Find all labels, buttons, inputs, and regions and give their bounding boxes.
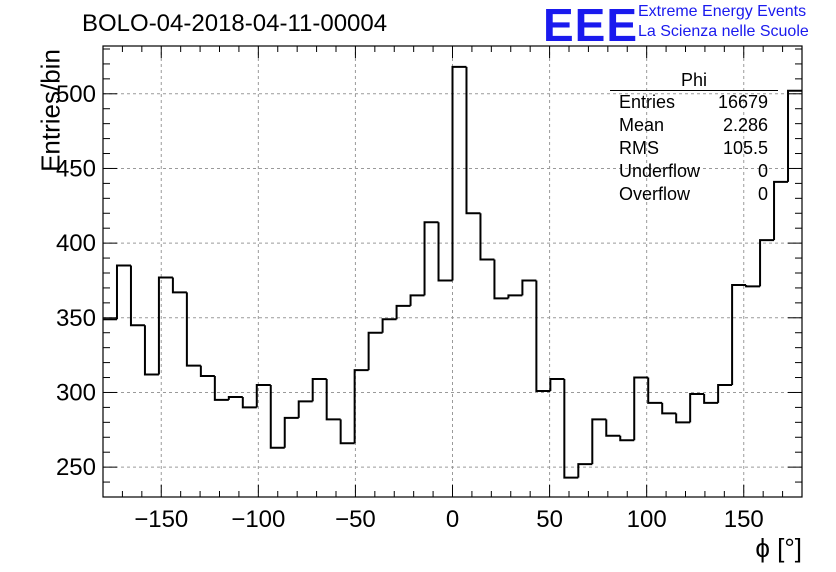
histogram-bin: [647, 377, 663, 404]
stats-row-mean: Mean 2.286: [610, 114, 778, 137]
histogram-bin: [759, 239, 775, 287]
histogram-bin: [185, 292, 201, 367]
histogram-bin: [143, 325, 159, 376]
stats-row-overflow: Overflow 0: [610, 183, 778, 206]
y-tick-label: 350: [56, 305, 96, 332]
histogram-bin: [157, 276, 173, 375]
stats-value: 0: [757, 184, 768, 204]
histogram-bin: [535, 280, 551, 392]
histogram-bin: [353, 369, 369, 444]
histogram-bin: [773, 180, 789, 241]
histogram-bin: [703, 393, 719, 404]
histogram-bin: [717, 383, 733, 403]
y-tick-label: 400: [56, 230, 96, 257]
histogram-bin: [213, 376, 229, 401]
x-tick-label: 150: [724, 506, 764, 533]
eee-logo-mark: EEE: [543, 0, 639, 51]
histogram-bin: [339, 419, 355, 445]
histogram-bin: [325, 379, 341, 421]
stats-value: 105.5: [722, 138, 768, 158]
stats-label: RMS: [619, 138, 659, 158]
histogram-bin: [745, 284, 761, 288]
histogram-bin: [423, 221, 439, 296]
histogram-bin: [605, 419, 621, 437]
x-tick-label: −50: [335, 506, 376, 533]
histogram-bin: [465, 66, 481, 215]
histogram-bin: [437, 222, 453, 282]
histogram-bin: [563, 379, 579, 479]
stats-box: Phi Entries 16679 Mean 2.286 RMS 105.5 U…: [610, 70, 778, 206]
histogram-bin: [577, 463, 593, 478]
histogram-bin: [227, 395, 243, 400]
histogram-bin: [507, 294, 523, 299]
histogram-bin: [787, 89, 802, 182]
histogram-bin: [241, 396, 257, 409]
chart-title: BOLO-04-2018-04-11-00004: [82, 10, 388, 37]
histogram-bin: [493, 259, 509, 300]
histogram-bin: [171, 277, 187, 294]
histogram-bin: [297, 400, 313, 418]
histogram-bin: [451, 65, 467, 281]
stats-value: 2.286: [722, 115, 768, 135]
x-tick-label: −100: [231, 506, 285, 533]
histogram-bin: [269, 384, 285, 449]
histogram-bin: [591, 418, 607, 465]
histogram-bin: [129, 265, 145, 327]
histogram-bin: [661, 402, 677, 415]
stats-row-rms: RMS 105.5: [610, 137, 778, 160]
histogram-bin: [311, 378, 327, 402]
stats-label: Entries: [619, 92, 676, 112]
histogram-bin: [255, 383, 271, 408]
stats-label: Underflow: [619, 161, 701, 181]
stats-value: 0: [757, 161, 768, 181]
y-tick-label: 300: [56, 379, 96, 406]
y-axis-label: Entries/bin: [35, 49, 66, 172]
histogram-bin: [199, 365, 215, 378]
stats-label: Mean: [619, 115, 665, 135]
y-tick-label: 500: [56, 81, 96, 108]
histogram-bin: [367, 331, 383, 371]
stats-value: 16679: [717, 92, 768, 112]
histogram-bin: [479, 213, 495, 261]
histogram-bin: [395, 304, 411, 320]
histogram-bin: [283, 416, 299, 448]
histogram-series: [103, 65, 802, 479]
logo-line-2: La Scienza nelle Scuole: [638, 23, 809, 40]
stats-row-underflow: Underflow 0: [610, 160, 778, 183]
histogram-bin: [731, 283, 747, 385]
y-tick-label: 450: [56, 155, 96, 182]
stats-title: Phi: [610, 70, 778, 91]
histogram-bin: [521, 279, 537, 296]
histogram-bin: [633, 376, 649, 441]
histogram-bin: [619, 435, 635, 442]
tick-labels: −150 −100 −50 0 50 100 150 250 300 350 400 450 500: [56, 81, 764, 533]
x-tick-label: 0: [446, 506, 459, 533]
histogram-bin: [381, 318, 397, 333]
stats-row-entries: Entries 16679: [610, 91, 778, 114]
x-tick-label: 50: [536, 506, 563, 533]
logo-line-1: Extreme Energy Events: [638, 3, 807, 20]
stats-label: Overflow: [619, 184, 691, 204]
x-tick-label: 100: [627, 506, 667, 533]
x-tick-label: −150: [134, 506, 188, 533]
eee-logo-text: Extreme Energy Events La Scienza nelle S…: [638, 2, 809, 42]
y-tick-label: 250: [56, 454, 96, 481]
axis-ticks: [102, 46, 803, 498]
histogram-bin: [689, 392, 705, 423]
histogram-bin: [409, 294, 425, 306]
histogram-bin: [549, 378, 565, 391]
x-axis-label: ϕ [°]: [755, 533, 802, 563]
histogram-bin: [675, 413, 691, 424]
histogram-bin: [115, 264, 131, 320]
